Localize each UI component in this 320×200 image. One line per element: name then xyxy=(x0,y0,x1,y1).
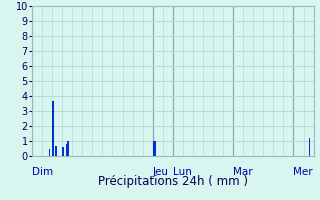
Bar xyxy=(308,138,310,156)
Bar xyxy=(154,141,156,156)
X-axis label: Précipitations 24h ( mm ): Précipitations 24h ( mm ) xyxy=(98,175,248,188)
Text: Mar: Mar xyxy=(233,167,253,177)
Bar xyxy=(66,144,67,156)
Text: Dim: Dim xyxy=(32,167,53,177)
Bar xyxy=(67,141,69,156)
Bar xyxy=(55,146,57,156)
Bar xyxy=(153,141,154,156)
Bar xyxy=(62,147,64,156)
Text: Jeu: Jeu xyxy=(153,167,169,177)
Text: Lun: Lun xyxy=(173,167,192,177)
Bar xyxy=(52,100,54,156)
Text: Mer: Mer xyxy=(293,167,313,177)
Bar xyxy=(49,148,51,156)
